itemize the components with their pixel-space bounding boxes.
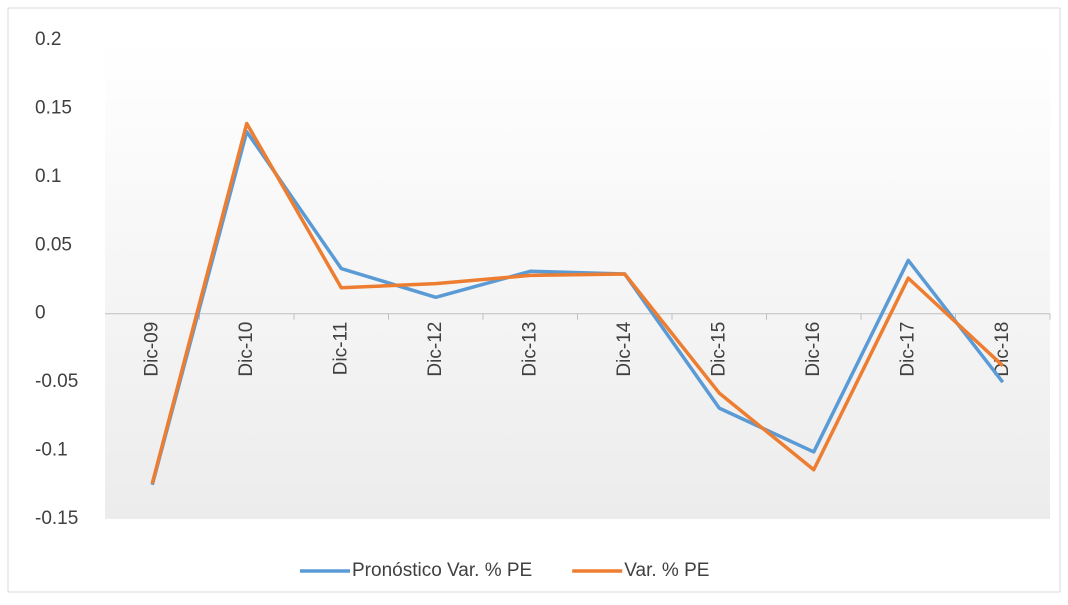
x-tick-label: Dic-13 [519, 322, 540, 377]
y-tick-label: -0.05 [35, 371, 78, 392]
x-tick-label: Dic-10 [236, 322, 257, 377]
y-tick-label: -0.1 [35, 440, 68, 461]
series-line [150, 121, 1004, 484]
y-tick-label: 0.2 [35, 29, 61, 50]
x-tick-label: Dic-09 [141, 322, 162, 377]
y-tick-label: 0.05 [35, 234, 72, 255]
y-tick-label: 0.1 [35, 166, 61, 187]
x-tick-label: Dic-17 [897, 322, 918, 377]
y-tick-label: 0.15 [35, 97, 72, 118]
x-tick-label: Dic-18 [992, 322, 1013, 377]
x-tick-label: Dic-14 [614, 321, 635, 376]
x-tick-label: Dic-15 [708, 322, 729, 377]
legend-label: Pronóstico Var. % PE [352, 560, 532, 581]
x-tick-label: Dic-16 [803, 322, 824, 377]
y-tick-label: 0 [35, 303, 46, 324]
plot-area [105, 40, 1050, 519]
series-line [150, 129, 1005, 486]
legend-label: Var. % PE [624, 560, 709, 581]
x-tick-label: Dic-12 [425, 322, 446, 377]
x-tick-label: Dic-11 [330, 322, 351, 376]
y-tick-label: -0.15 [35, 508, 78, 529]
